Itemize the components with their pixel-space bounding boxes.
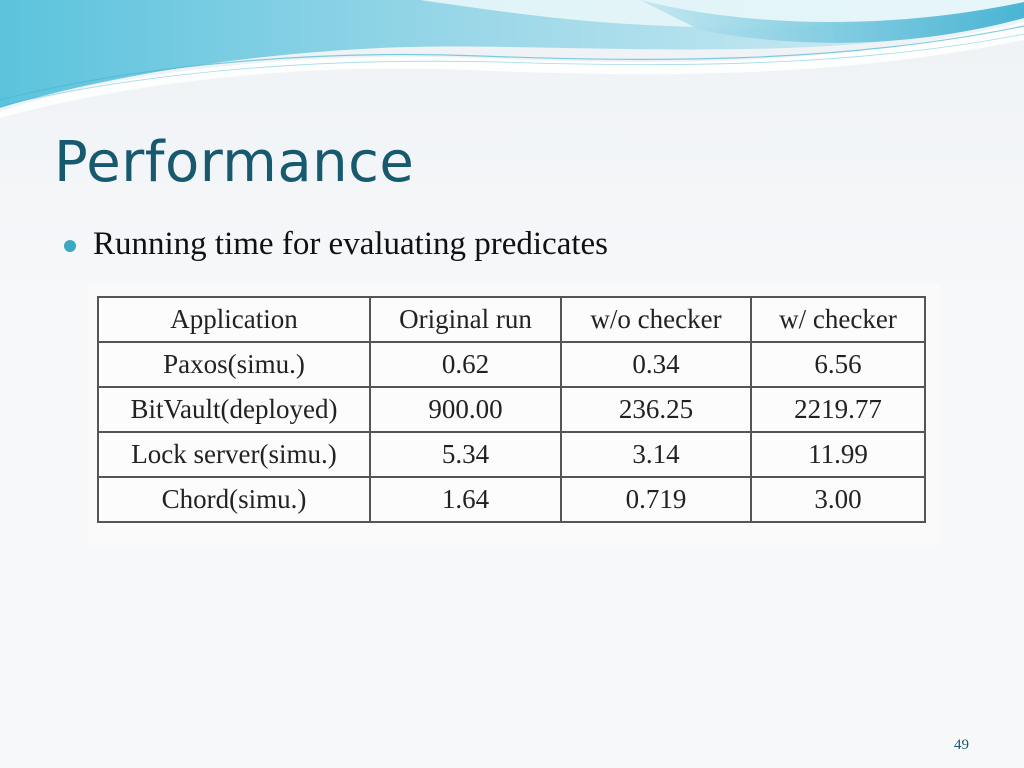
performance-table: Application Original run w/o checker w/ … (97, 296, 926, 523)
table-image-area: Application Original run w/o checker w/ … (88, 284, 940, 546)
table-cell: 2219.77 (750, 386, 926, 433)
table-cell: BitVault(deployed) (97, 386, 371, 433)
table-cell: 3.00 (750, 476, 926, 523)
table-row: BitVault(deployed) 900.00 236.25 2219.77 (97, 386, 926, 433)
table-cell: 0.719 (560, 476, 752, 523)
column-header: w/o checker (560, 296, 752, 343)
table-cell: 1.64 (369, 476, 562, 523)
table-cell: 0.62 (369, 341, 562, 388)
table-cell: Lock server(simu.) (97, 431, 371, 478)
column-header: w/ checker (750, 296, 926, 343)
column-header: Application (97, 296, 371, 343)
table-cell: 6.56 (750, 341, 926, 388)
table-cell: 5.34 (369, 431, 562, 478)
table-row: Paxos(simu.) 0.62 0.34 6.56 (97, 341, 926, 388)
wave-header-decoration (0, 0, 1024, 118)
column-header: Original run (369, 296, 562, 343)
bullet-dot-icon (64, 239, 76, 252)
table-cell: Chord(simu.) (97, 476, 371, 523)
table-row: Lock server(simu.) 5.34 3.14 11.99 (97, 431, 926, 478)
bullet-item: Running time for evaluating predicates (64, 226, 608, 263)
page-number: 49 (954, 737, 969, 753)
table-cell: Paxos(simu.) (97, 341, 371, 388)
table-cell: 236.25 (560, 386, 752, 433)
table-cell: 11.99 (750, 431, 926, 478)
bullet-text: Running time for evaluating predicates (93, 226, 609, 262)
table-cell: 900.00 (369, 386, 562, 433)
table-row: Chord(simu.) 1.64 0.719 3.00 (97, 476, 926, 523)
slide-title: Performance (54, 130, 415, 195)
table-cell: 0.34 (560, 341, 752, 388)
table-cell: 3.14 (560, 431, 752, 478)
table-header-row: Application Original run w/o checker w/ … (97, 296, 926, 343)
